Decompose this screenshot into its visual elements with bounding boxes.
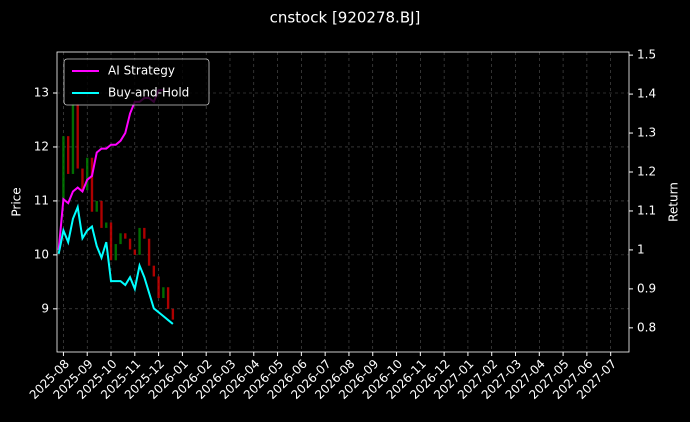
candle bbox=[162, 287, 165, 299]
y2-tick-label: 1.2 bbox=[637, 165, 656, 179]
y-tick-label: 12 bbox=[34, 139, 49, 153]
candle bbox=[86, 157, 89, 191]
candle bbox=[76, 103, 79, 169]
candle bbox=[62, 136, 65, 201]
candle bbox=[119, 233, 122, 245]
candle bbox=[81, 168, 84, 191]
candle bbox=[152, 265, 156, 277]
candle bbox=[138, 227, 141, 255]
candle bbox=[133, 249, 136, 255]
candle bbox=[147, 238, 151, 266]
candle bbox=[66, 136, 70, 174]
candle bbox=[171, 308, 175, 320]
y-tick-label: 11 bbox=[34, 193, 49, 207]
candle bbox=[166, 287, 170, 309]
candle bbox=[114, 244, 117, 261]
candle bbox=[71, 103, 75, 174]
y2-tick-label: 0.8 bbox=[637, 320, 656, 334]
y2-axis-label: Return bbox=[667, 182, 681, 222]
legend-box bbox=[63, 58, 210, 106]
y2-tick-label: 1.1 bbox=[637, 203, 656, 217]
candle bbox=[109, 222, 113, 261]
series-line bbox=[57, 203, 174, 325]
y2-tick-label: 1.5 bbox=[637, 48, 656, 62]
y2-tick-label: 0.9 bbox=[637, 281, 656, 295]
legend-label: AI Strategy bbox=[108, 64, 175, 78]
candle bbox=[143, 227, 146, 239]
plot-frame bbox=[56, 51, 630, 353]
candle bbox=[157, 276, 160, 299]
legend-label: Buy-and-Hold bbox=[108, 86, 189, 100]
y2-tick-label: 1.3 bbox=[637, 126, 656, 140]
candle bbox=[100, 200, 103, 228]
candle bbox=[95, 200, 98, 212]
y2-tick-label: 1.4 bbox=[637, 87, 656, 101]
candle bbox=[124, 233, 127, 239]
y-axis-label: Price bbox=[10, 187, 24, 216]
y-tick-label: 9 bbox=[41, 301, 49, 315]
y2-tick-label: 1 bbox=[637, 242, 645, 256]
candle bbox=[90, 157, 94, 212]
chart-title: cnstock [920278.BJ] bbox=[270, 9, 421, 27]
y-tick-label: 13 bbox=[34, 86, 49, 100]
candle bbox=[105, 222, 108, 228]
y-tick-label: 10 bbox=[34, 247, 49, 261]
candle bbox=[128, 238, 132, 250]
